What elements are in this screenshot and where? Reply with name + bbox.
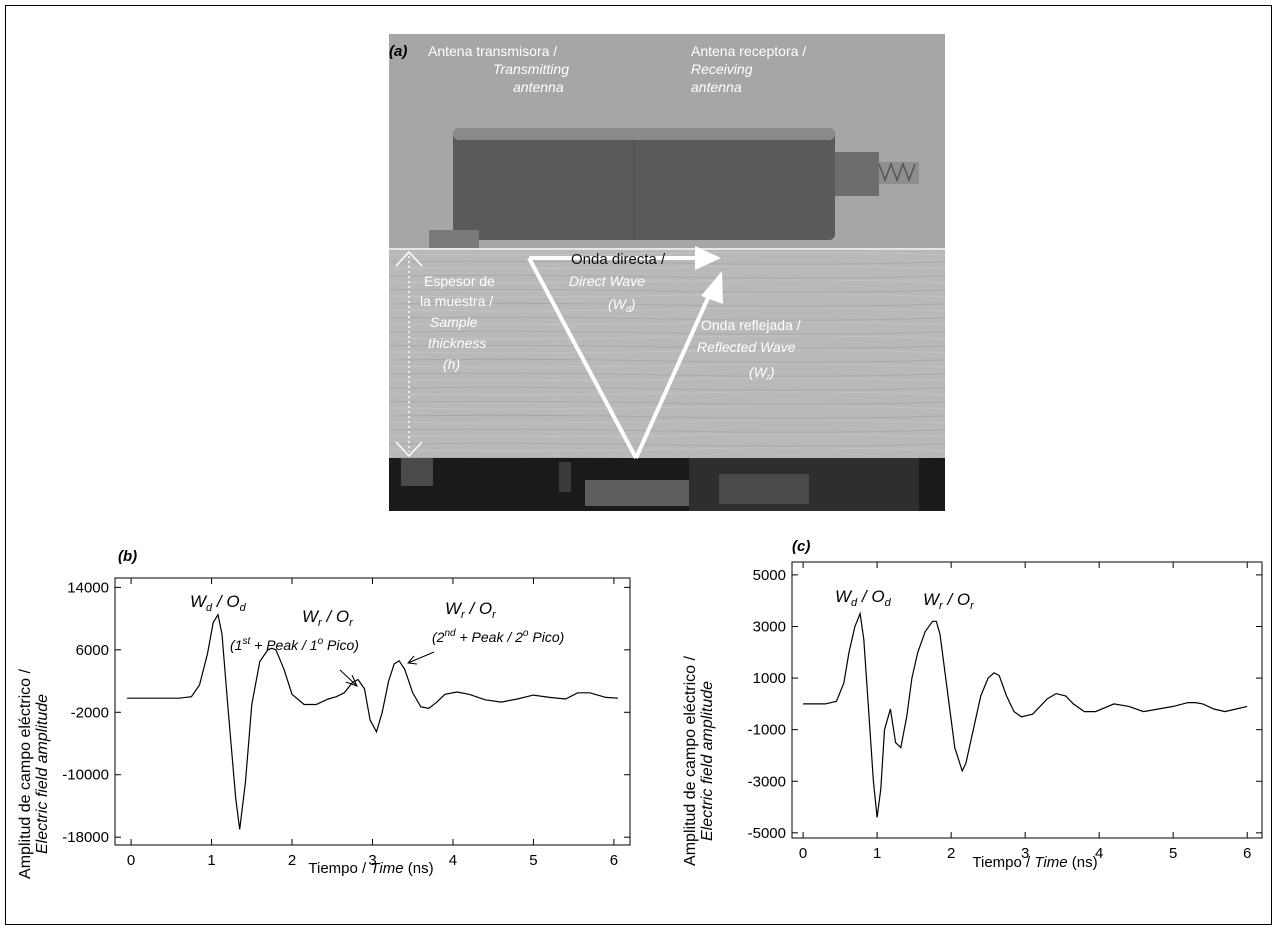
pointer-wr2-b [407, 651, 435, 665]
x-axis-title-b: Tiempo / Time (ns) [308, 860, 433, 877]
tx-antenna-label-2: Transmitting [493, 61, 569, 77]
thickness-label-4: thickness [428, 335, 486, 351]
x-tick-label-b-5: 5 [529, 852, 537, 869]
tx-antenna-label-3: antenna [513, 79, 564, 95]
x-tick-label-c-0: 0 [799, 845, 807, 862]
x-tick-label-c-5: 5 [1169, 845, 1177, 862]
x-tick-label-b-1: 1 [207, 852, 215, 869]
panel-label-b: (b) [118, 548, 137, 565]
x-tick-label-c-6: 6 [1243, 845, 1251, 862]
direct-wave-label-2: Direct Wave [569, 273, 645, 289]
svg-text:Amplitud de campo eléctrico /: Amplitud de campo eléctrico / [682, 656, 699, 866]
annotation-wr-c: Wr / Or [923, 590, 975, 612]
y-axis-title-b: Amplitud de campo eléctrico / Electric f… [17, 669, 51, 879]
y-axis-title-c: Amplitud de campo eléctrico / Electric f… [682, 656, 716, 866]
y-tick-label-b-2: -2000 [71, 704, 109, 721]
x-tick-label-c-3: 3 [1021, 845, 1029, 862]
annotation-wr2-sub-b: (2nd + Peak / 2o Pico) [432, 628, 564, 645]
svg-text:Electric field amplitude: Electric field amplitude [699, 681, 716, 841]
x-tick-label-c-4: 4 [1095, 845, 1103, 862]
panel-label-a: (a) [389, 43, 407, 60]
x-tick-label-b-0: 0 [127, 852, 135, 869]
series-line-b-0 [127, 613, 618, 830]
direct-wave-label-3: (Wd) [608, 296, 636, 314]
thickness-label-3: Sample [430, 314, 478, 330]
y-tick-label-c-1: 3000 [753, 618, 786, 635]
wood-sample [389, 249, 945, 461]
y-tick-label-c-3: -1000 [748, 722, 786, 739]
x-tick-label-b-3: 3 [368, 852, 376, 869]
antenna-connector [835, 152, 879, 196]
reflected-wave-label-3: (Wr) [749, 364, 775, 382]
panel-label-c: (c) [792, 538, 810, 555]
chart-c: (c) Amplitud de campo eléctrico / Electr… [682, 538, 1263, 871]
y-tick-label-c-4: -3000 [748, 773, 786, 790]
reflected-wave-down [527, 257, 638, 459]
rx-antenna-label-1: Antena receptora / [691, 43, 806, 59]
annotation-wr1-b: Wr / Or [302, 607, 354, 629]
y-tick-label-c-2: 1000 [753, 670, 786, 687]
y-tick-label-b-1: 6000 [76, 642, 109, 659]
annotation-wd-c: Wd / Od [835, 587, 892, 609]
svg-text:Electric field amplitude: Electric field amplitude [34, 694, 51, 854]
series-line-c-0 [803, 611, 1248, 818]
svg-text:Amplitud de campo eléctrico /: Amplitud de campo eléctrico / [17, 669, 34, 879]
x-tick-label-b-2: 2 [288, 852, 296, 869]
y-tick-label-b-4: -18000 [62, 829, 109, 846]
x-tick-label-c-1: 1 [873, 845, 881, 862]
thickness-label-1: Espesor de [424, 273, 495, 289]
x-tick-label-c-2: 2 [947, 845, 955, 862]
annotation-wr1-sub-b: (1st + Peak / 1o Pico) [230, 636, 359, 653]
x-axis-title-c: Tiempo / Time (ns) [972, 854, 1097, 871]
reflected-wave-label-2: Reflected Wave [697, 339, 796, 355]
annotation-wd-b: Wd / Od [190, 592, 247, 614]
antenna-box [453, 128, 835, 240]
thickness-label-2: la muestra / [420, 293, 493, 309]
y-tick-label-c-0: 5000 [753, 567, 786, 584]
pointer-wr1-b [339, 669, 358, 687]
x-tick-label-b-4: 4 [449, 852, 457, 869]
tx-antenna-label-1: Antena transmisora / [428, 43, 557, 59]
chart-b: (b) Amplitud de campo eléctrico / Electr… [17, 548, 631, 879]
antenna-photo: (a) Antena transmisora / Transmitting an… [389, 34, 945, 511]
rx-antenna-label-2: Receiving [691, 61, 753, 77]
y-tick-label-b-0: 14000 [67, 579, 109, 596]
plot-area-c [791, 561, 1263, 839]
y-tick-label-c-5: -5000 [748, 825, 786, 842]
thickness-label-5: (h) [443, 356, 460, 372]
annotation-wr2-b: Wr / Or [445, 599, 497, 621]
reflected-wave-up [634, 288, 714, 459]
y-tick-label-b-3: -10000 [62, 767, 109, 784]
x-tick-label-b-6: 6 [610, 852, 618, 869]
figure-frame [5, 5, 1272, 925]
plot-area-b [114, 577, 631, 846]
reflected-wave-label-1: Onda reflejada / [701, 317, 801, 333]
rx-antenna-label-3: antenna [691, 79, 742, 95]
direct-wave-label-1: Onda directa / [571, 251, 666, 268]
